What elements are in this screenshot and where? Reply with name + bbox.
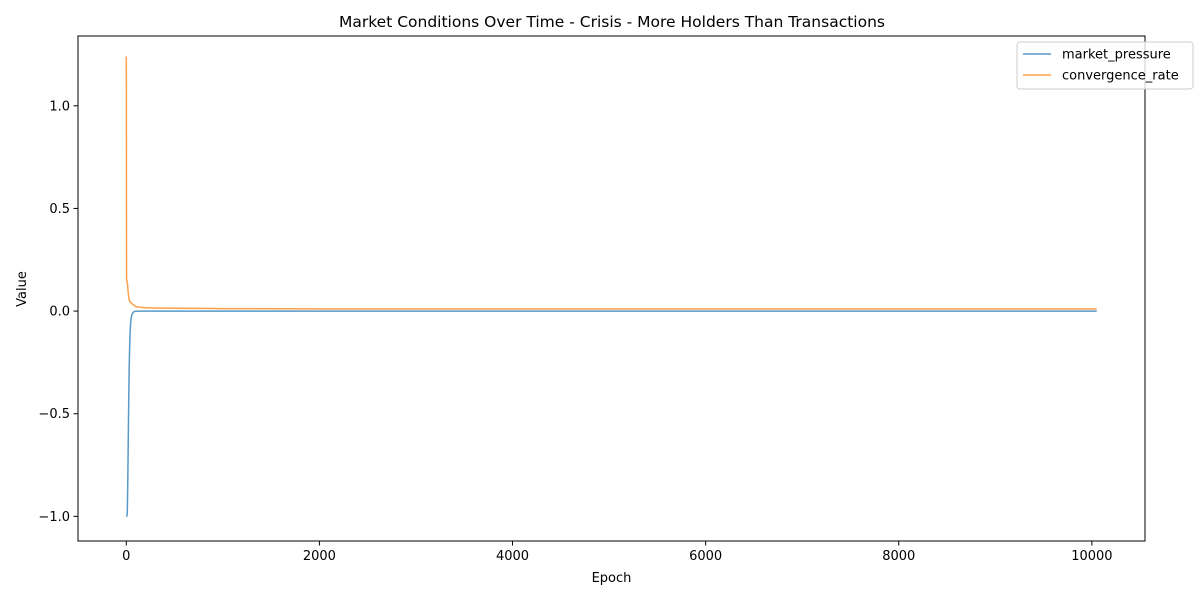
series-lines: [125, 56, 1097, 518]
legend-entry-label: convergence_rate: [1062, 69, 1179, 84]
y-tick-label: 1.0: [49, 99, 70, 114]
y-axis-label: Value: [15, 271, 30, 307]
legend-entry-label: market_pressure: [1062, 48, 1171, 63]
y-tick-label: 0.0: [49, 305, 70, 320]
legend: market_pressure convergence_rate: [1016, 41, 1194, 90]
x-axis-label: Epoch: [592, 571, 632, 586]
y-tick-label: −0.5: [38, 407, 70, 422]
x-axis-ticks: 0 2000 4000 6000 8000 10000: [122, 541, 1113, 564]
y-tick-label: −1.0: [38, 510, 70, 525]
x-tick-label: 10000: [1071, 549, 1112, 564]
legend-box: [1016, 41, 1194, 90]
y-tick-label: 0.5: [49, 202, 70, 217]
plot-area: [77, 35, 1146, 542]
chart-title: Market Conditions Over Time - Crisis - M…: [339, 13, 885, 31]
x-tick-label: 6000: [689, 549, 722, 564]
series-line-market-pressure: [126, 310, 1097, 518]
x-tick-label: 8000: [882, 549, 915, 564]
series-line-convergence-rate: [125, 56, 1097, 310]
x-tick-label: 2000: [303, 549, 336, 564]
x-tick-label: 4000: [496, 549, 529, 564]
x-tick-label: 0: [122, 549, 130, 564]
y-axis-ticks: −1.0 −0.5 0.0 0.5 1.0: [38, 99, 78, 525]
